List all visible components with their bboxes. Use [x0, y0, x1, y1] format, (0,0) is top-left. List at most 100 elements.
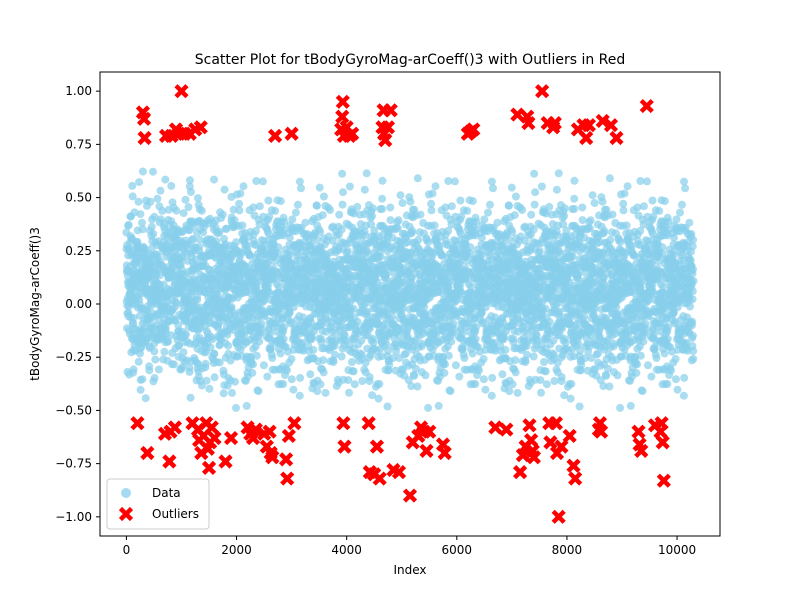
data-point — [201, 359, 210, 368]
data-point — [650, 344, 659, 353]
data-point — [319, 356, 328, 365]
data-point — [170, 360, 178, 369]
data-point — [389, 354, 397, 363]
data-point — [608, 210, 617, 219]
data-point — [574, 340, 583, 349]
data-point — [378, 176, 387, 185]
data-point — [291, 208, 300, 217]
data-point — [141, 394, 150, 403]
data-point — [578, 216, 587, 225]
data-point — [527, 210, 536, 219]
data-point — [156, 186, 165, 195]
data-point — [316, 228, 325, 236]
data-point — [644, 361, 652, 370]
data-point — [535, 247, 544, 255]
data-point — [636, 351, 645, 360]
data-point — [265, 330, 274, 339]
data-point — [301, 218, 310, 227]
data-point — [243, 242, 252, 251]
data-point — [600, 226, 609, 235]
data-point — [138, 225, 147, 234]
data-point — [508, 228, 517, 236]
data-point — [627, 242, 636, 251]
data-point — [252, 226, 260, 235]
data-point — [424, 403, 433, 412]
data-point — [441, 203, 450, 212]
data-point — [197, 206, 206, 215]
data-point — [513, 388, 522, 397]
data-point — [146, 197, 155, 206]
data-point — [252, 351, 261, 360]
data-point — [129, 314, 138, 322]
data-point — [161, 324, 170, 333]
data-point — [472, 323, 480, 332]
data-point — [647, 259, 656, 268]
data-point — [479, 375, 488, 384]
data-point — [549, 336, 558, 345]
data-point — [268, 354, 277, 362]
data-point — [434, 401, 443, 410]
data-point — [567, 379, 576, 388]
data-point — [585, 224, 594, 233]
data-point — [138, 167, 147, 176]
data-point — [450, 177, 459, 186]
data-point — [638, 387, 647, 396]
data-point — [235, 206, 244, 215]
data-point — [455, 259, 464, 268]
data-point — [386, 203, 395, 212]
data-point — [550, 377, 559, 385]
data-point — [555, 307, 563, 316]
data-point — [664, 217, 673, 226]
data-point — [378, 194, 387, 203]
data-points-layer — [122, 167, 698, 412]
data-point — [581, 354, 590, 363]
data-point — [604, 364, 612, 373]
data-point — [242, 401, 251, 410]
data-point — [249, 203, 258, 212]
data-point — [358, 377, 367, 385]
data-point — [466, 243, 475, 252]
data-point — [318, 211, 327, 220]
data-point — [145, 366, 154, 375]
data-point — [570, 205, 579, 213]
data-point — [511, 368, 520, 377]
data-point — [591, 365, 599, 374]
data-point — [560, 204, 569, 213]
data-point — [124, 220, 133, 229]
data-point — [649, 212, 658, 221]
data-point — [557, 373, 566, 381]
data-point — [598, 197, 607, 206]
data-point — [471, 380, 480, 388]
data-point — [265, 212, 274, 221]
data-point — [561, 338, 570, 347]
data-point — [472, 217, 481, 226]
data-point — [138, 375, 147, 384]
data-point — [368, 391, 377, 400]
data-point — [633, 203, 642, 212]
data-point — [362, 169, 371, 178]
data-point — [393, 224, 402, 233]
data-point — [374, 394, 383, 403]
data-point — [414, 235, 423, 244]
data-point — [578, 203, 587, 212]
data-point — [368, 212, 376, 220]
data-point — [435, 242, 444, 251]
data-point — [468, 349, 477, 358]
data-point — [353, 318, 362, 326]
data-point — [427, 199, 436, 208]
data-point — [185, 176, 194, 185]
data-point — [280, 217, 289, 226]
data-point — [337, 225, 346, 234]
data-point — [150, 347, 159, 356]
data-point — [235, 199, 244, 208]
data-point — [151, 355, 160, 364]
data-point — [224, 341, 233, 350]
data-point — [172, 298, 181, 307]
data-point — [289, 385, 298, 394]
data-point — [501, 345, 510, 354]
data-point — [474, 366, 483, 375]
data-point — [232, 403, 240, 412]
data-point — [264, 196, 273, 205]
data-point — [202, 376, 211, 385]
data-point — [338, 200, 347, 209]
